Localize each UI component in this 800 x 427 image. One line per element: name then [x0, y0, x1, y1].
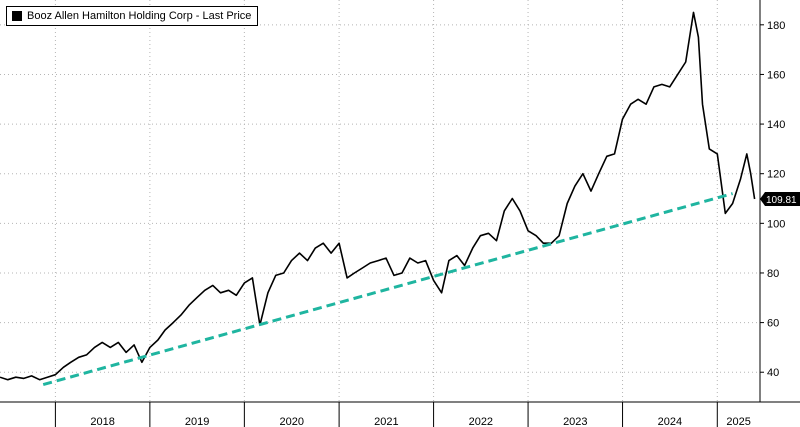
x-tick-label: 2025: [726, 416, 750, 427]
legend-swatch: [12, 11, 22, 21]
y-tick-label: 80: [767, 268, 779, 280]
legend: Booz Allen Hamilton Holding Corp - Last …: [6, 6, 259, 26]
y-tick-label: 40: [767, 367, 779, 379]
x-tick-label: 2018: [90, 416, 114, 427]
x-tick-label: 2024: [658, 416, 682, 427]
y-tick-label: 180: [767, 20, 785, 32]
y-tick-label: 160: [767, 69, 785, 81]
trend-line: [42, 192, 734, 387]
x-tick-label: 2021: [374, 416, 398, 427]
x-tick-label: 2020: [279, 416, 303, 427]
x-tick-label: 2023: [563, 416, 587, 427]
last-value-badge: [760, 191, 800, 206]
y-tick-label: 60: [767, 318, 779, 330]
x-tick-label: 2022: [469, 416, 493, 427]
x-tick-label: 2019: [185, 416, 209, 427]
y-tick-label: 100: [767, 218, 785, 230]
legend-label: Booz Allen Hamilton Holding Corp - Last …: [27, 10, 252, 22]
last-value-label: 109.81: [766, 195, 797, 206]
price-line: [0, 11, 756, 381]
y-tick-label: 120: [767, 169, 785, 181]
y-tick-label: 140: [767, 119, 785, 131]
